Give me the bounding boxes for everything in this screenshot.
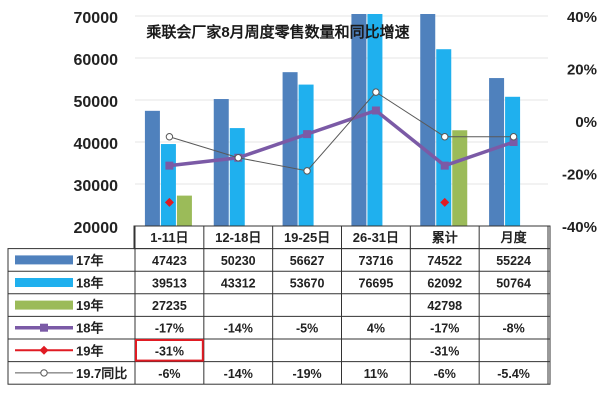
- bar-17年-19-25日: [282, 72, 298, 227]
- y-left-tick-label: 40000: [74, 136, 119, 153]
- data-label-19.7同比-19-25日: -19%: [292, 367, 321, 381]
- data-label-18年-累计: 62092: [427, 277, 462, 291]
- data-label-18年-累计: -17%: [430, 322, 459, 336]
- data-label-17年-12-18日: 50230: [221, 254, 256, 268]
- data-label-17年-月度: 55224: [496, 254, 531, 268]
- data-label-18年-12-18日: -14%: [224, 322, 253, 336]
- bar-18年-月度: [505, 96, 521, 226]
- data-label-19.7同比-12-18日: -14%: [224, 367, 253, 381]
- x-tick-label: 26-31日: [353, 230, 399, 245]
- y-left-tick-label: 50000: [74, 94, 119, 111]
- x-tick-label: 月度: [500, 230, 528, 245]
- legend-key-18年: [15, 278, 73, 287]
- data-label-19.7同比-26-31日: 11%: [364, 367, 388, 381]
- data-label-19年-1-11日: -31%: [155, 344, 184, 358]
- legend-label-17年: 17年: [76, 253, 103, 268]
- y-right-tick-label: -20%: [562, 167, 597, 184]
- data-label-18年-26-31日: 4%: [367, 322, 385, 336]
- bar-18年-12-18日: [229, 128, 245, 226]
- point-18年-累计: [440, 161, 449, 170]
- data-label-19.7同比-累计: -6%: [434, 367, 456, 381]
- data-label-19.7同比-1-11日: -6%: [158, 367, 180, 381]
- legend-label-19年: 19年: [76, 343, 103, 358]
- y-left-tick-label: 70000: [74, 10, 119, 27]
- point-19年-累计: [440, 197, 450, 207]
- bar-19年-累计: [452, 130, 468, 226]
- bar-17年-月度: [489, 78, 505, 226]
- bar-17年-26-31日: [351, 14, 367, 226]
- data-label-17年-1-11日: 47423: [152, 254, 187, 268]
- y-right-tick-label: 40%: [567, 9, 597, 26]
- data-label-17年-26-31日: 73716: [359, 254, 394, 268]
- data-label-19年-1-11日: 27235: [152, 299, 187, 313]
- x-tick-label: 19-25日: [284, 230, 330, 245]
- legend-key-17年: [15, 255, 73, 265]
- bar-17年-12-18日: [213, 99, 229, 226]
- data-label-18年-月度: 50764: [496, 277, 531, 291]
- point-19年-1-11日: [164, 197, 174, 207]
- y-left-tick-label: 60000: [74, 52, 119, 69]
- data-label-18年-月度: -8%: [502, 322, 524, 336]
- line-19.7同比: [169, 91, 514, 172]
- point-19.7同比-月度: [509, 133, 518, 141]
- legend-key-19年: [15, 300, 73, 310]
- highlight-box: [135, 339, 204, 362]
- bar-17年-累计: [420, 14, 436, 226]
- point-18年-26-31日: [371, 106, 380, 115]
- x-tick-label: 累计: [432, 230, 458, 245]
- legend-key-marker-18年: [40, 323, 48, 332]
- data-label-18年-1-11日: -17%: [155, 322, 184, 336]
- data-label-18年-26-31日: 76695: [359, 277, 394, 291]
- data-label-17年-19-25日: 56627: [290, 254, 325, 268]
- data-label-19.7同比-月度: -5.4%: [497, 367, 530, 381]
- data-label-18年-12-18日: 43312: [221, 277, 256, 291]
- point-18年-1-11日: [165, 161, 174, 170]
- data-label-19年-累计: 42798: [427, 299, 462, 313]
- line-18年: [169, 108, 515, 168]
- point-19.7同比-1-11日: [165, 133, 174, 141]
- legend-key-marker-19年: [39, 345, 49, 355]
- x-tick-label: 1-11日: [150, 230, 188, 245]
- point-19.7同比-12-18日: [234, 154, 242, 162]
- x-tick-label: 12-18日: [215, 230, 261, 245]
- y-right-tick-label: 20%: [567, 62, 597, 79]
- bar-18年-26-31日: [367, 14, 383, 226]
- y-left-tick-label: 30000: [74, 178, 119, 195]
- legend-label-18年: 18年: [76, 276, 103, 291]
- legend-label-19.7同比: 19.7同比: [76, 366, 127, 381]
- y-right-tick-label: -40%: [562, 219, 597, 236]
- point-18年-19-25日: [303, 130, 312, 139]
- y-left-tick-label: 20000: [74, 220, 119, 237]
- point-18年-月度: [509, 138, 518, 146]
- point-19.7同比-累计: [441, 133, 449, 141]
- point-19.7同比-19-25日: [303, 167, 311, 175]
- data-label-19年-累计: -31%: [430, 344, 459, 358]
- chart-title: 乘联会厂家8月周度零售数量和同比增速: [145, 23, 409, 41]
- bar-17年-1-11日: [144, 110, 160, 226]
- data-label-18年-19-25日: -5%: [296, 322, 318, 336]
- y-right-tick-label: 0%: [575, 114, 597, 131]
- bar-18年-1-11日: [160, 144, 176, 226]
- point-19.7同比-26-31日: [372, 88, 380, 96]
- data-label-18年-1-11日: 39513: [152, 277, 187, 291]
- bar-19年-1-11日: [176, 195, 192, 226]
- legend-label-19年: 19年: [76, 298, 103, 313]
- bar-18年-19-25日: [298, 84, 314, 226]
- legend-label-18年: 18年: [76, 321, 103, 336]
- data-label-17年-累计: 74522: [427, 254, 462, 268]
- legend-key-marker-19.7同比: [40, 369, 48, 377]
- data-label-18年-19-25日: 53670: [290, 277, 325, 291]
